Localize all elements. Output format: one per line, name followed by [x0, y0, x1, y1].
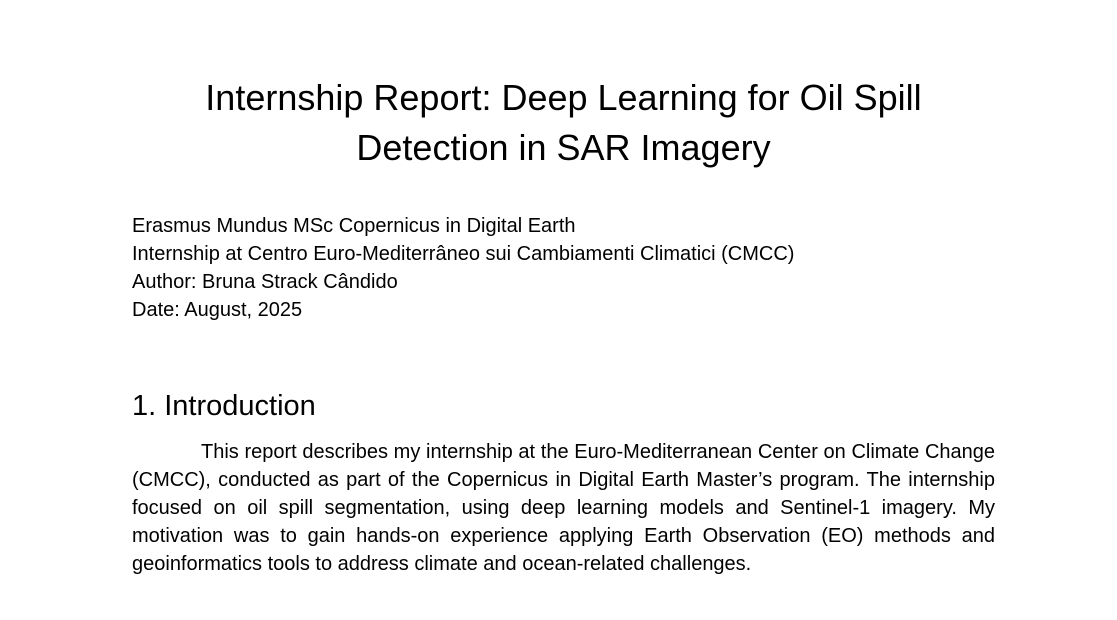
document-title: Internship Report: Deep Learning for Oil… — [132, 73, 995, 173]
document-metadata: Erasmus Mundus MSc Copernicus in Digital… — [132, 212, 995, 324]
title-line-1: Internship Report: Deep Learning for Oil… — [205, 77, 922, 118]
section-heading: 1. Introduction — [132, 390, 316, 422]
institution-line: Internship at Centro Euro-Mediterrâneo s… — [132, 243, 795, 265]
date-line: Date: August, 2025 — [132, 299, 303, 321]
author-line: Author: Bruna Strack Cândido — [132, 271, 398, 293]
program-line: Erasmus Mundus MSc Copernicus in Digital… — [132, 215, 576, 237]
introduction-paragraph: This report describes my internship at t… — [132, 441, 995, 575]
title-line-2: Detection in SAR Imagery — [356, 127, 771, 168]
